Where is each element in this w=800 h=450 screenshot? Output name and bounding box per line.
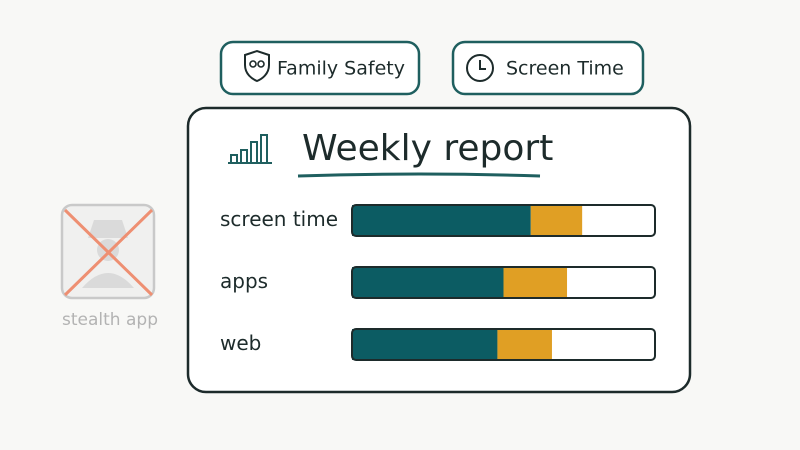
button-label: Screen Time (506, 58, 624, 80)
bar-segment (567, 267, 655, 298)
stealth-app-icon (60, 203, 156, 300)
button-label: Family Safety (277, 58, 405, 80)
row-label: apps (220, 269, 268, 293)
bar-segment (530, 205, 583, 236)
bar-outline (351, 328, 656, 361)
title-underline (297, 172, 541, 178)
row-label: screen time (220, 207, 338, 231)
screen-time-button[interactable]: Screen Time (451, 40, 645, 96)
bar-segment (497, 329, 552, 360)
family-safety-button[interactable]: Family Safety (219, 40, 421, 96)
bar-segment (352, 267, 504, 298)
bar-segment (352, 329, 498, 360)
row-label: web (220, 331, 261, 355)
bar-segment (503, 267, 568, 298)
bar-segment (352, 205, 531, 236)
bar-segment (551, 329, 655, 360)
bar-outline (351, 266, 656, 299)
report-title: Weekly report (302, 128, 553, 169)
chart-icon (228, 134, 272, 164)
stealth-app-label: stealth app (62, 310, 158, 330)
report-card (186, 106, 692, 394)
bar-segment (582, 205, 655, 236)
rows: screen time apps web (220, 204, 656, 361)
bar-outline (351, 204, 656, 237)
